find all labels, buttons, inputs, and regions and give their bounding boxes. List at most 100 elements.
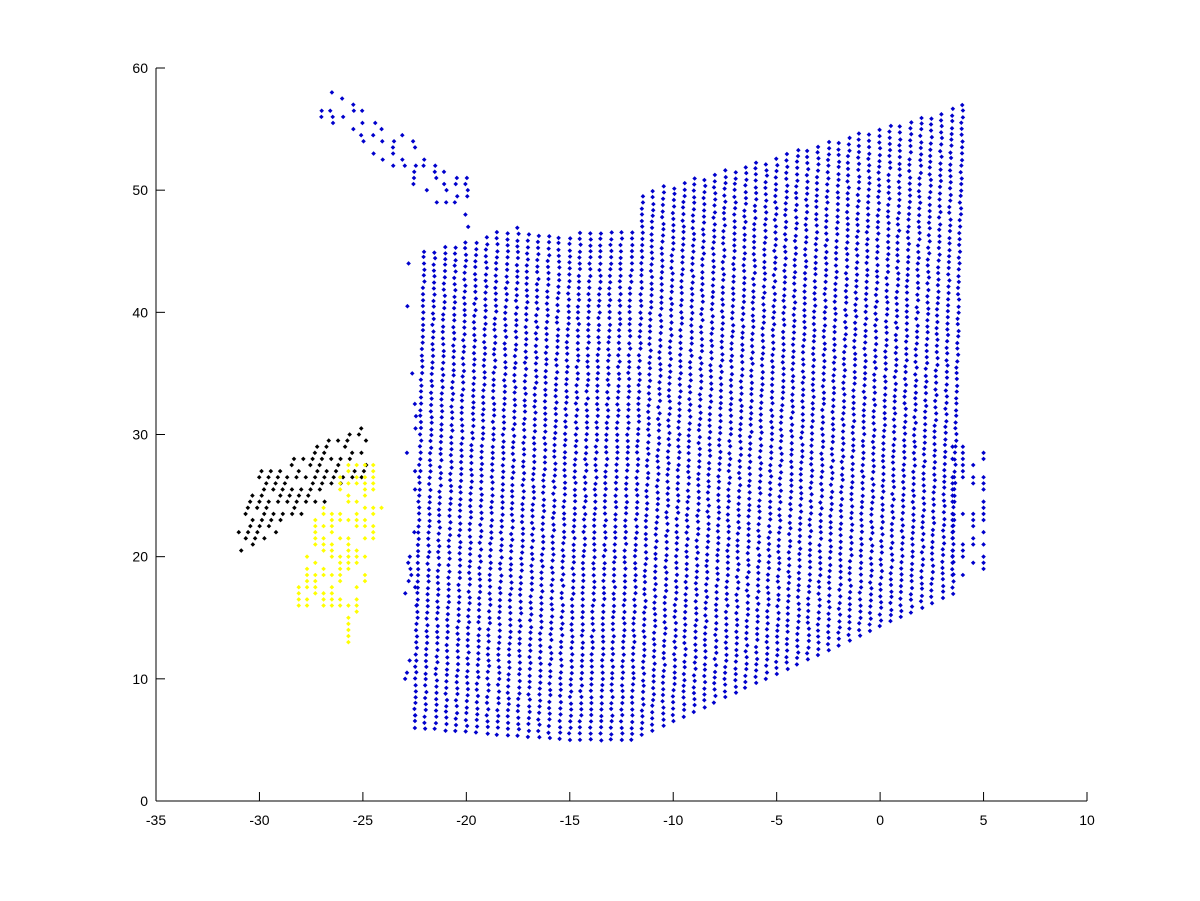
blue-point bbox=[863, 328, 869, 334]
blue-point bbox=[849, 528, 855, 533]
blue-point bbox=[815, 150, 820, 155]
blue-point bbox=[412, 725, 418, 731]
blue-point bbox=[681, 211, 686, 217]
blue-point bbox=[626, 359, 632, 365]
blue-point bbox=[673, 596, 679, 602]
blue-point bbox=[649, 250, 655, 255]
blue-point bbox=[530, 502, 536, 507]
yellow-point bbox=[321, 548, 326, 553]
blue-point bbox=[421, 310, 426, 315]
blue-point bbox=[700, 281, 705, 287]
blue-point bbox=[847, 614, 852, 619]
blue-point bbox=[646, 433, 652, 438]
blue-point bbox=[791, 294, 797, 299]
blue-point bbox=[512, 353, 518, 359]
blue-point bbox=[615, 352, 621, 358]
blue-point bbox=[811, 394, 817, 400]
blue-point bbox=[769, 389, 775, 395]
blue-point bbox=[546, 239, 552, 245]
blue-point bbox=[876, 177, 882, 182]
blue-point bbox=[725, 566, 731, 571]
blue-point bbox=[653, 594, 658, 599]
blue-point bbox=[585, 346, 590, 351]
blue-point bbox=[517, 653, 522, 659]
blue-point bbox=[877, 623, 883, 629]
blue-point bbox=[610, 614, 616, 620]
blue-point bbox=[502, 316, 508, 322]
blue-point bbox=[589, 670, 595, 675]
blue-point bbox=[484, 700, 490, 706]
blue-point bbox=[878, 562, 884, 568]
blue-point bbox=[476, 638, 481, 644]
blue-point bbox=[664, 515, 669, 520]
blue-point bbox=[729, 396, 734, 401]
blue-point bbox=[784, 641, 790, 647]
black-point bbox=[358, 426, 364, 431]
blue-point bbox=[511, 433, 517, 439]
blue-point bbox=[823, 304, 829, 310]
blue-point bbox=[418, 438, 424, 443]
blue-point bbox=[560, 540, 566, 546]
blue-point bbox=[690, 225, 696, 231]
yellow-point bbox=[362, 554, 368, 559]
blue-point bbox=[924, 354, 930, 360]
blue-point bbox=[917, 200, 923, 206]
blue-point bbox=[412, 145, 418, 150]
blue-point bbox=[590, 621, 595, 627]
blue-point bbox=[424, 689, 429, 695]
blue-point bbox=[738, 397, 743, 403]
yellow-point bbox=[329, 523, 335, 529]
blue-point bbox=[686, 450, 691, 456]
blue-point bbox=[920, 562, 926, 568]
blue-point bbox=[522, 409, 528, 414]
blue-point bbox=[740, 347, 745, 353]
blue-point bbox=[876, 164, 882, 170]
blue-point bbox=[981, 554, 986, 559]
blue-point bbox=[877, 133, 882, 139]
blue-point bbox=[582, 456, 588, 462]
blue-point bbox=[715, 523, 721, 528]
blue-point bbox=[906, 217, 911, 222]
blue-point bbox=[489, 530, 494, 535]
blue-point bbox=[568, 676, 574, 682]
blue-point bbox=[767, 505, 773, 510]
blue-point bbox=[836, 140, 842, 146]
blue-point bbox=[765, 645, 770, 651]
blue-point bbox=[404, 450, 410, 456]
blue-point bbox=[599, 713, 604, 719]
y-tick-label: 40 bbox=[132, 304, 148, 320]
blue-point bbox=[743, 679, 748, 685]
blue-point bbox=[714, 589, 719, 595]
black-point bbox=[308, 487, 313, 492]
blue-point bbox=[632, 639, 637, 645]
blue-point bbox=[426, 543, 431, 548]
blue-point bbox=[543, 350, 549, 356]
blue-point bbox=[838, 489, 844, 495]
blue-point bbox=[529, 551, 535, 557]
blue-point bbox=[479, 479, 484, 485]
yellow-point bbox=[321, 591, 326, 596]
blue-point bbox=[928, 177, 934, 183]
blue-point bbox=[792, 257, 798, 263]
blue-point bbox=[445, 611, 451, 617]
black-point bbox=[338, 456, 343, 462]
blue-point bbox=[609, 682, 615, 687]
blue-point bbox=[927, 225, 933, 231]
black-point bbox=[322, 474, 327, 480]
blue-point bbox=[936, 227, 942, 233]
blue-point bbox=[819, 426, 825, 432]
blue-point bbox=[934, 392, 939, 398]
black-point bbox=[275, 499, 281, 504]
blue-point bbox=[574, 382, 579, 388]
blue-point bbox=[932, 484, 937, 490]
blue-point bbox=[528, 594, 533, 599]
black-point bbox=[296, 493, 302, 498]
blue-point bbox=[950, 585, 955, 590]
blue-point bbox=[761, 314, 767, 319]
blue-point bbox=[769, 413, 775, 419]
blue-point bbox=[652, 587, 657, 593]
blue-point bbox=[727, 444, 733, 449]
blue-point bbox=[598, 231, 604, 236]
blue-point bbox=[938, 118, 944, 123]
blue-point bbox=[706, 466, 712, 472]
